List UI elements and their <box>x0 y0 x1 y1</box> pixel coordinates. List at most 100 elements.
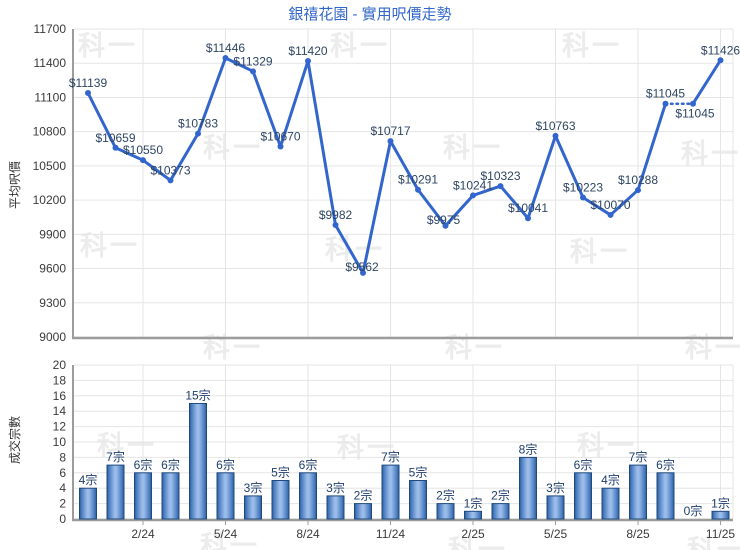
price-point-label: $10288 <box>618 173 658 187</box>
price-line <box>691 58 722 106</box>
watermark: 科一 <box>330 31 390 62</box>
x-tick-label: 11/25 <box>706 527 735 541</box>
volume-bar <box>574 472 592 520</box>
data-point-marker <box>250 68 256 75</box>
watermark: 科一 <box>562 31 622 62</box>
y-tick-label: 10200 <box>33 193 67 207</box>
y-tick-label: 6 <box>59 466 66 480</box>
price-point-label: $10763 <box>535 119 575 133</box>
volume-bar <box>161 472 180 520</box>
volume-bar <box>381 464 400 520</box>
volume-bar <box>409 480 427 520</box>
data-point-marker <box>552 132 559 139</box>
price-point-label: $11420 <box>288 44 327 58</box>
volume-bar <box>711 510 730 520</box>
y-tick-label: 9300 <box>39 296 66 310</box>
price-point-label: $10323 <box>480 169 520 183</box>
data-point-marker <box>717 57 724 64</box>
y-tick-label: 11100 <box>34 90 66 104</box>
volume-bar-label: 6宗 <box>574 457 593 472</box>
volume-bar <box>326 495 345 520</box>
volume-bar <box>271 480 290 520</box>
y-tick-label: 9900 <box>39 227 66 241</box>
volume-bar-label: 3宗 <box>546 480 565 495</box>
volume-bar-label: 1宗 <box>711 495 730 510</box>
volume-bar-label: 6宗 <box>299 457 318 472</box>
price-point-label: $10223 <box>563 180 603 194</box>
volume-bar <box>491 503 510 520</box>
volume-bar-label: 5宗 <box>409 465 428 480</box>
x-tick-label: 2/24 <box>131 527 155 541</box>
volume-bar-label: 7宗 <box>381 449 400 464</box>
watermark: 科一 <box>570 237 630 268</box>
data-point-marker <box>140 157 146 164</box>
price-point-label: $10783 <box>178 117 218 131</box>
volume-bar-label: 7宗 <box>629 449 648 464</box>
y-tick-label: 9600 <box>39 262 66 276</box>
volume-bar-label: 6宗 <box>656 457 675 472</box>
chart-title: 銀禧花園 - 實用呎價走勢 <box>288 6 452 23</box>
price-point-label: $11139 <box>69 76 108 90</box>
volume-bar-label: 2宗 <box>491 488 510 503</box>
data-point-marker <box>442 222 449 229</box>
volume-bar <box>299 472 317 520</box>
volume-bar-label: 1宗 <box>464 495 483 510</box>
data-point-marker <box>360 269 366 276</box>
price-point-label: $11446 <box>206 41 245 55</box>
volume-bar-label: 4宗 <box>79 472 98 487</box>
data-point-marker <box>662 100 669 107</box>
price-point-label: $9562 <box>345 260 379 274</box>
volume-bar-label: 6宗 <box>161 457 180 472</box>
volume-bar <box>436 503 455 520</box>
volume-bar <box>601 487 620 520</box>
data-point-marker <box>497 183 504 190</box>
price-line <box>86 56 667 275</box>
data-point-marker <box>690 100 696 107</box>
watermark: 科一 <box>325 235 385 266</box>
watermark: 科一 <box>443 133 503 164</box>
volume-bar-label: 0宗 <box>684 503 703 518</box>
volume-bar-label: 15宗 <box>185 388 210 403</box>
volume-bar <box>216 472 235 520</box>
x-tick-label: 5/24 <box>214 527 238 541</box>
volume-bar-label: 5宗 <box>271 465 290 480</box>
price-point-label: $10373 <box>150 163 190 177</box>
data-point-marker <box>470 192 476 199</box>
price-point-label: $10550 <box>123 143 163 157</box>
volume-bar-label: 2宗 <box>436 488 455 503</box>
data-point-marker <box>525 215 531 222</box>
volume-bar <box>134 472 152 520</box>
y-tick-label: 10 <box>53 435 67 449</box>
y-tick-label: 9000 <box>39 330 66 344</box>
watermark: 科一 <box>78 31 138 62</box>
price-point-label: $10670 <box>260 129 300 143</box>
y-tick-label: 4 <box>59 481 66 495</box>
data-point-marker <box>305 57 311 64</box>
data-point-marker <box>195 130 201 137</box>
y-tick-label: 11700 <box>34 22 67 36</box>
volume-bar <box>79 487 97 520</box>
price-point-label: $11329 <box>233 54 272 68</box>
y-tick-label: 10800 <box>33 125 67 139</box>
volume-bar <box>546 495 565 520</box>
y-tick-label: 0 <box>59 512 66 526</box>
price-point-label: $10659 <box>95 131 135 145</box>
watermark: 科一 <box>577 431 637 462</box>
price-point-label: $11045 <box>675 107 714 121</box>
price-point-label: $11426 <box>701 43 740 57</box>
data-point-marker <box>167 177 174 184</box>
y-tick-label: 16 <box>53 389 67 403</box>
data-point-marker <box>635 187 641 194</box>
volume-bar <box>656 472 675 520</box>
price-point-label: $10070 <box>590 198 630 212</box>
data-point-marker <box>222 54 229 61</box>
volume-bar <box>629 464 647 520</box>
price-point-label: $9982 <box>319 208 353 222</box>
y-tick-label: 8 <box>59 450 66 464</box>
volume-bar <box>519 456 537 520</box>
watermark: 科一 <box>97 431 157 462</box>
volume-bar-label: 6宗 <box>216 457 235 472</box>
x-tick-label: 11/24 <box>376 527 405 541</box>
